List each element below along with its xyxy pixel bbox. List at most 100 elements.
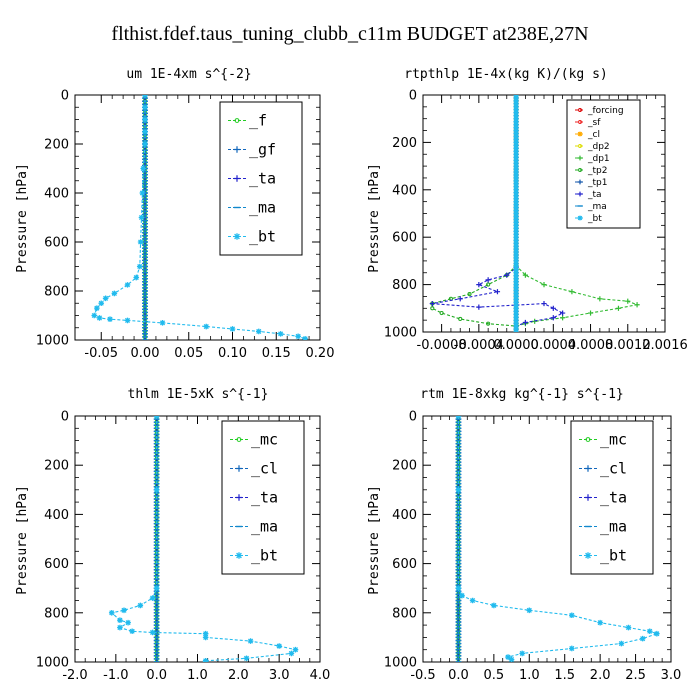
data-point bbox=[513, 228, 519, 234]
data-point bbox=[513, 142, 519, 148]
data-point bbox=[513, 160, 519, 166]
y-tick-label: 600 bbox=[44, 557, 69, 572]
data-point bbox=[513, 145, 519, 151]
data-point bbox=[455, 416, 462, 419]
data-point bbox=[476, 304, 482, 310]
panel-um: um 1E-4xm s^{-2} Pressure [hPa] 0 200 400 6… bbox=[15, 67, 334, 361]
data-point bbox=[203, 323, 210, 330]
data-point bbox=[513, 219, 519, 225]
y-tick-label: 800 bbox=[44, 606, 69, 621]
y-tick-label: 200 bbox=[392, 136, 417, 151]
x-tick-label: 0.20 bbox=[306, 346, 335, 361]
data-point bbox=[138, 214, 145, 221]
y-tick-label: 200 bbox=[44, 459, 69, 474]
data-point bbox=[149, 595, 156, 601]
data-point bbox=[117, 624, 123, 631]
data-point bbox=[513, 196, 519, 202]
data-point bbox=[513, 199, 519, 205]
data-point bbox=[513, 166, 519, 172]
data-point bbox=[142, 116, 148, 123]
data-point bbox=[98, 300, 105, 307]
data-point bbox=[625, 624, 632, 631]
data-point bbox=[153, 659, 160, 662]
data-point bbox=[634, 302, 640, 308]
data-point bbox=[513, 157, 519, 163]
data-point bbox=[513, 172, 519, 178]
data-point bbox=[513, 213, 519, 220]
plot-area bbox=[91, 95, 308, 340]
y-axis-label: Pressure [hPa] bbox=[367, 163, 382, 273]
legend-label: _bt bbox=[600, 547, 627, 565]
y-tick-label: 1000 bbox=[36, 656, 69, 671]
y-axis-label: Pressure [hPa] bbox=[367, 485, 382, 595]
data-point bbox=[625, 298, 631, 304]
data-point bbox=[508, 656, 515, 662]
data-point bbox=[513, 148, 519, 154]
data-point bbox=[513, 276, 519, 282]
legend-label: _tp1 bbox=[587, 178, 607, 188]
legend: _f _gf _ta _ma _bt bbox=[219, 101, 303, 256]
data-point bbox=[513, 116, 519, 122]
data-point bbox=[513, 258, 519, 264]
x-tick-label: 0.0 bbox=[146, 668, 167, 683]
x-tick-label: 3.0 bbox=[661, 668, 682, 683]
data-point bbox=[91, 312, 98, 319]
legend-label: _gf bbox=[249, 141, 276, 159]
data-point bbox=[513, 122, 519, 128]
data-point bbox=[513, 193, 519, 199]
data-point bbox=[153, 487, 160, 493]
x-tick-label: 4.0 bbox=[310, 668, 331, 683]
data-point bbox=[513, 204, 519, 211]
data-point bbox=[513, 293, 519, 300]
panel-title: thlm 1E-5xK s^{-1} bbox=[128, 387, 269, 402]
data-point bbox=[513, 323, 519, 329]
legend-box bbox=[221, 420, 305, 575]
data-point bbox=[255, 328, 262, 335]
x-tick-label: 0.00 bbox=[131, 346, 160, 361]
data-point bbox=[513, 190, 519, 196]
y-axis-label: Pressure [hPa] bbox=[15, 163, 30, 273]
legend-label: _sf bbox=[587, 118, 601, 128]
data-point bbox=[513, 101, 519, 107]
data-point bbox=[96, 315, 103, 321]
data-point bbox=[513, 305, 519, 311]
legend-marker bbox=[584, 552, 592, 559]
legend-marker bbox=[578, 108, 582, 112]
y-tick-label: 400 bbox=[44, 187, 69, 202]
data-point bbox=[455, 487, 462, 493]
legend-label: _mc bbox=[251, 431, 278, 449]
data-point bbox=[485, 277, 491, 283]
data-point bbox=[597, 296, 603, 302]
data-point bbox=[513, 308, 519, 314]
data-point bbox=[125, 619, 131, 626]
data-point bbox=[519, 650, 525, 657]
data-point bbox=[639, 635, 646, 642]
data-point bbox=[513, 110, 519, 116]
x-tick-label: 0.10 bbox=[218, 346, 247, 361]
data-point bbox=[133, 274, 140, 281]
data-point bbox=[513, 246, 519, 252]
y-tick-label: 1000 bbox=[36, 334, 69, 349]
x-tick-label: -2.0 bbox=[62, 668, 87, 683]
panel-thlm: thlm 1E-5xK s^{-1} Pressure [hPa] 0 200 40… bbox=[15, 387, 330, 683]
data-point bbox=[302, 335, 308, 340]
data-point bbox=[513, 237, 519, 243]
data-point bbox=[121, 607, 127, 614]
data-point bbox=[513, 163, 519, 169]
series-bt bbox=[91, 95, 308, 340]
data-point bbox=[618, 640, 625, 647]
data-point bbox=[513, 207, 519, 214]
data-point bbox=[587, 310, 594, 316]
data-point bbox=[513, 119, 519, 125]
panel-rtpthlp: rtpthlp 1E-4x(kg K)/(kg s) Pressure [hPa… bbox=[367, 67, 688, 353]
legend-label: _bt bbox=[251, 547, 278, 565]
data-point bbox=[513, 320, 519, 326]
data-point bbox=[513, 95, 519, 101]
data-point bbox=[569, 645, 575, 652]
legend-label: _forcing bbox=[587, 106, 624, 116]
x-tick-label: 0.05 bbox=[174, 346, 203, 361]
y-tick-label: 400 bbox=[44, 508, 69, 523]
y-tick-label: 400 bbox=[392, 508, 417, 523]
series-ta bbox=[429, 95, 566, 329]
y-tick-label: 600 bbox=[392, 231, 417, 246]
